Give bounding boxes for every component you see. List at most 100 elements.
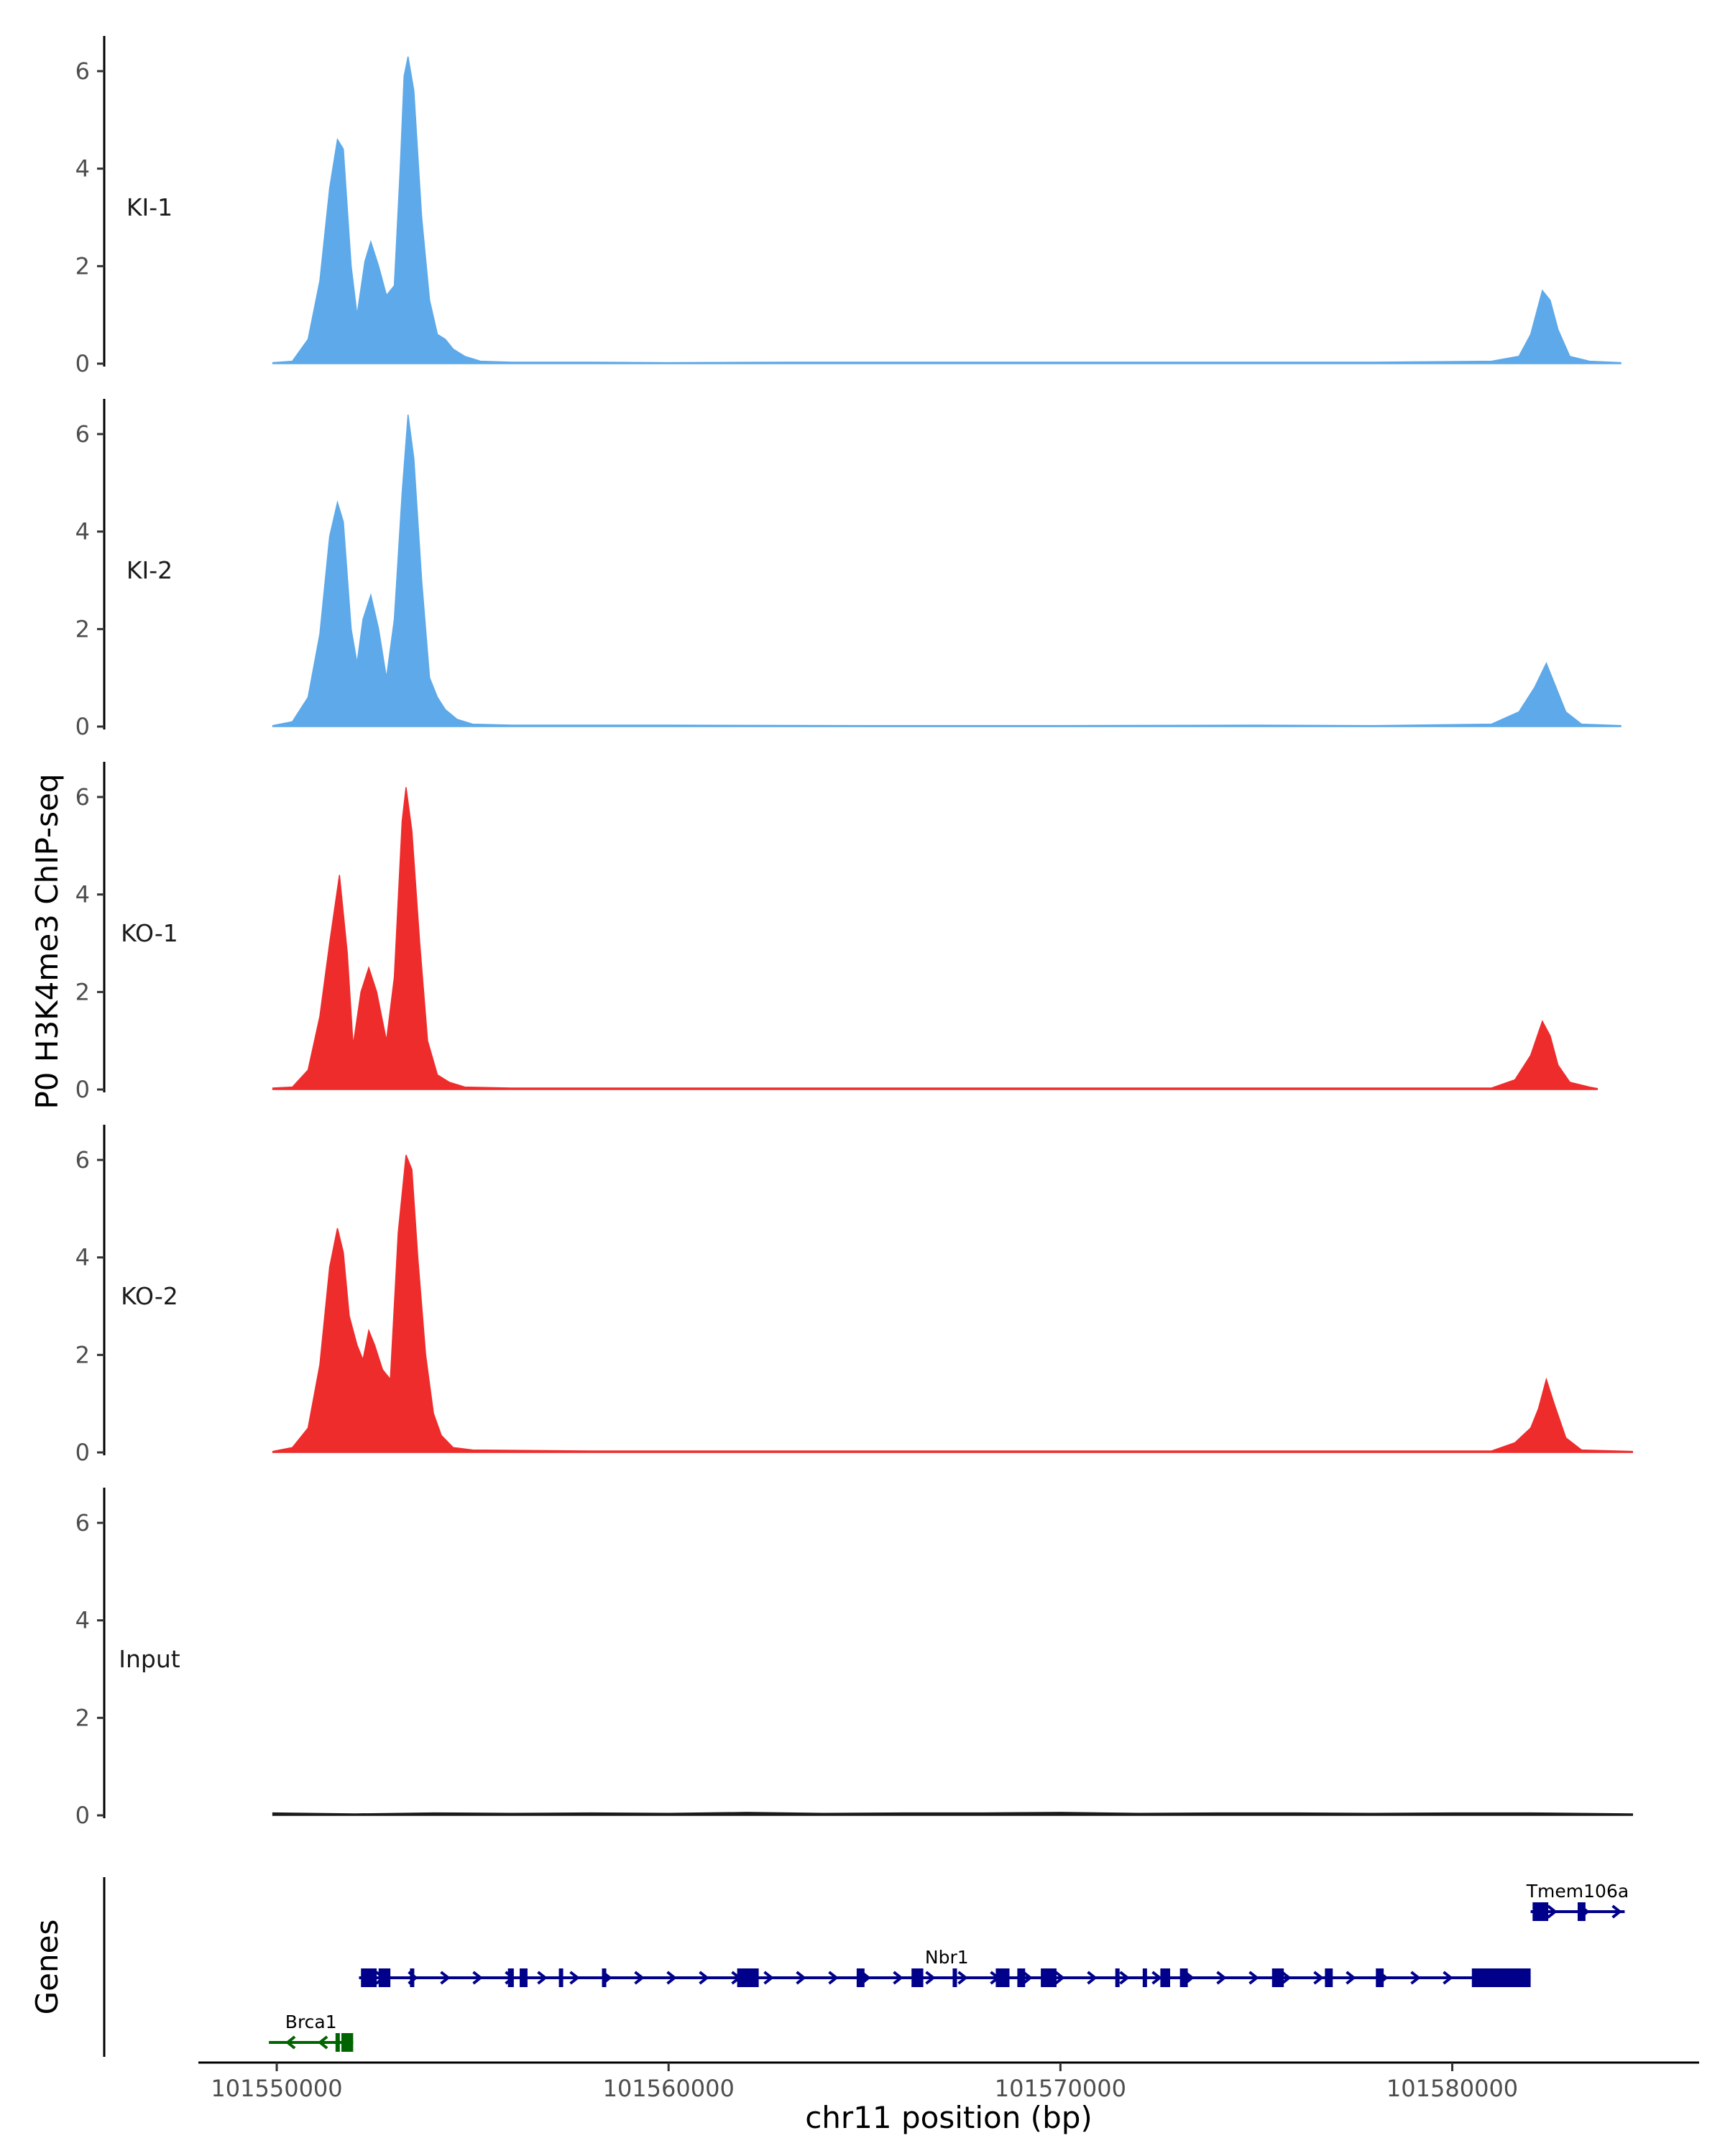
exon-block: [952, 1968, 957, 1987]
signal-area: [272, 787, 1598, 1090]
track-label: KO-1: [121, 919, 178, 947]
strand-chevron: [893, 1971, 903, 1985]
exon-block: [1325, 1968, 1333, 1987]
track-ko-2: 0 2 4 6 KO-2: [75, 1125, 1634, 1466]
strand-chevron: [1313, 1971, 1324, 1985]
exon-block: [520, 1968, 528, 1987]
x-tick-label: 101570000: [995, 2075, 1126, 2102]
strand-chevron: [1119, 1971, 1130, 1985]
exon-block: [410, 1968, 415, 1987]
strand-chevron: [1281, 1971, 1292, 1985]
exon-block: [1115, 1968, 1120, 1987]
gene-label: Tmem106a: [1526, 1881, 1629, 1902]
exon-block: [1471, 1968, 1531, 1987]
strand-chevron: [634, 1971, 645, 1985]
strand-chevron: [957, 1971, 968, 1985]
exon-block: [558, 1968, 564, 1987]
y-tick-label: 2: [75, 252, 90, 280]
y-tick-label: 2: [75, 615, 90, 642]
track-label: KI-1: [126, 193, 172, 221]
y-tick-label: 2: [75, 1341, 90, 1368]
track-input: 0 2 4 6 Input: [75, 1488, 1634, 1829]
y-tick-label: 0: [75, 350, 90, 377]
gene-tmem106a: Tmem106a: [1526, 1881, 1629, 1921]
y-tick-label: 0: [75, 1802, 90, 1829]
strand-chevron: [569, 1971, 580, 1985]
strand-chevron: [1346, 1971, 1356, 1985]
y-tick-label: 2: [75, 978, 90, 1005]
x-tick-label: 101550000: [211, 2075, 342, 2102]
x-axis: 101550000 101560000 101570000 101580000: [198, 2061, 1699, 2102]
exon-block: [341, 2033, 354, 2052]
exon-block: [1577, 1902, 1586, 1921]
strand-chevron: [1410, 1971, 1421, 1985]
y-tick-label: 4: [75, 1244, 90, 1271]
strand-chevron: [1248, 1971, 1259, 1985]
genes-panel: Brca1 Nbr1 Tmem106a: [103, 1877, 1629, 2057]
gene-nbr1: Nbr1: [359, 1947, 1531, 1987]
tracks-group: 0 2 4 6 KI-1 0 2 4 6 KI-2 0 2 4 6 KO-1 0 2 4 6 KO-2 0 2 4 6 Inpu…: [75, 36, 1634, 1829]
exon-block: [1376, 1968, 1384, 1987]
exon-block: [361, 1968, 377, 1987]
x-tick-label: 101580000: [1386, 2075, 1518, 2102]
exon-block: [911, 1968, 924, 1987]
strand-chevron: [1216, 1971, 1227, 1985]
y-tick-label: 6: [75, 783, 90, 811]
exon-block: [1271, 1968, 1284, 1987]
gene-brca1: Brca1: [269, 2012, 354, 2052]
strand-chevron: [537, 1971, 548, 1985]
strand-chevron: [472, 1971, 483, 1985]
exon-block: [335, 2033, 340, 2052]
strand-chevron: [1611, 1904, 1622, 1919]
exon-block: [1179, 1968, 1188, 1987]
exon-block: [1041, 1968, 1057, 1987]
y-tick-label: 0: [75, 713, 90, 740]
x-tick-label: 101560000: [603, 2075, 735, 2102]
strand-chevron: [440, 1971, 451, 1985]
y-tick-label: 4: [75, 881, 90, 908]
y-tick-label: 6: [75, 420, 90, 448]
strand-chevron: [796, 1971, 806, 1985]
strand-chevron: [925, 1971, 936, 1985]
y-tick-label: 6: [75, 57, 90, 85]
exon-block: [507, 1968, 514, 1987]
strand-chevron: [317, 2035, 328, 2050]
strand-chevron: [1151, 1971, 1162, 1985]
exon-block: [856, 1968, 865, 1987]
genes-axis-title: Genes: [29, 1920, 65, 2015]
exon-block: [737, 1968, 759, 1987]
y-tick-label: 0: [75, 1076, 90, 1103]
exon-block: [378, 1968, 391, 1987]
y-tick-label: 4: [75, 1607, 90, 1634]
strand-chevron: [1547, 1904, 1558, 1919]
y-tick-label: 6: [75, 1509, 90, 1537]
y-tick-label: 0: [75, 1439, 90, 1466]
signal-area: [272, 414, 1622, 727]
x-axis-title: chr11 position (bp): [805, 2100, 1092, 2135]
exon-block: [995, 1968, 1010, 1987]
strand-chevron: [1054, 1971, 1065, 1985]
strand-chevron: [828, 1971, 839, 1985]
gene-label: Brca1: [285, 2012, 337, 2032]
track-ko-1: 0 2 4 6 KO-1: [75, 762, 1598, 1103]
strand-chevron: [666, 1971, 677, 1985]
track-label: Input: [119, 1645, 180, 1673]
gene-label: Nbr1: [925, 1947, 969, 1968]
signal-area: [272, 1812, 1634, 1816]
signal-area: [272, 56, 1622, 364]
y-tick-label: 4: [75, 155, 90, 183]
exon-block: [1142, 1968, 1147, 1987]
y-axis-title: P0 H3K4me3 ChIP-seq: [29, 773, 65, 1109]
strand-chevron: [1443, 1971, 1453, 1985]
exon-block: [1532, 1902, 1549, 1921]
y-tick-label: 2: [75, 1704, 90, 1731]
track-label: KO-2: [121, 1282, 178, 1310]
track-ki-1: 0 2 4 6 KI-1: [75, 36, 1622, 377]
strand-chevron: [699, 1971, 709, 1985]
y-tick-label: 4: [75, 518, 90, 545]
y-tick-label: 6: [75, 1146, 90, 1174]
strand-chevron: [763, 1971, 774, 1985]
strand-chevron: [285, 2035, 296, 2050]
exon-block: [1017, 1968, 1026, 1987]
